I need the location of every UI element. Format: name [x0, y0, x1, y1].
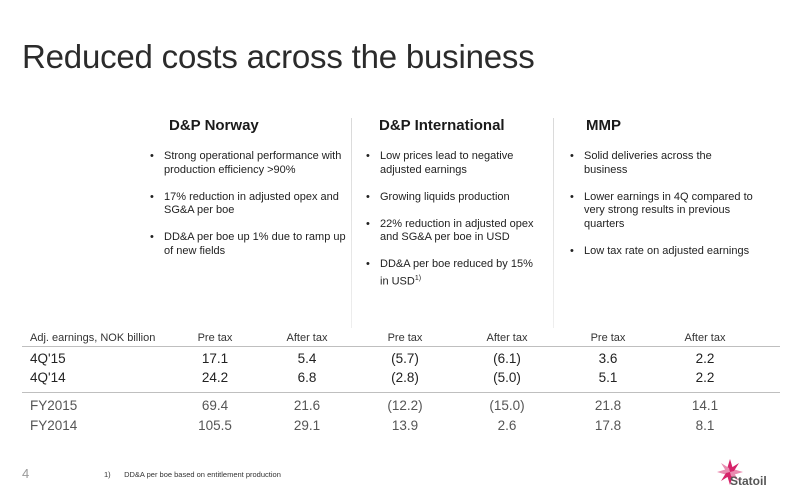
- table-cell: 21.6: [293, 398, 321, 413]
- slide-title: Reduced costs across the business: [22, 38, 535, 75]
- logo-wordmark: Statoil: [730, 474, 767, 488]
- footnote-marker: 1): [104, 470, 111, 479]
- column-divider: [351, 118, 352, 328]
- bullet-item: DD&A per boe reduced by 15% in USD1): [362, 258, 542, 289]
- bullet-item: Strong operational performance with prod…: [146, 150, 346, 177]
- column-header: Pre tax: [590, 332, 626, 344]
- table-cell: 17.1: [201, 351, 229, 366]
- bullet-list: Strong operational performance with prod…: [146, 150, 346, 272]
- page-number: 4: [22, 466, 30, 481]
- column-header: Pre tax: [197, 332, 233, 344]
- column-divider: [553, 118, 554, 328]
- table-cell: 17.8: [594, 418, 622, 433]
- table-cell: 105.5: [198, 418, 232, 433]
- table-cell: 5.4: [297, 351, 317, 366]
- table-cell: (5.7): [391, 351, 419, 366]
- table-header-label: Adj. earnings, NOK billion: [30, 332, 156, 344]
- table-cell: (6.1): [493, 351, 521, 366]
- table-cell: (12.2): [387, 398, 423, 413]
- row-label: 4Q'14: [30, 370, 66, 385]
- bullet-item: 22% reduction in adjusted opex and SG&A …: [362, 218, 542, 245]
- column-header: After tax: [684, 332, 726, 344]
- table-cell: 69.4: [201, 398, 229, 413]
- table-cell: 2.6: [497, 418, 517, 433]
- row-label: 4Q'15: [30, 351, 66, 366]
- column-heading: D&P Norway: [169, 117, 259, 134]
- footnote-ref: 1): [414, 274, 422, 282]
- table-rule: [22, 392, 780, 393]
- table-cell: 3.6: [598, 351, 618, 366]
- bullet-list: Solid deliveries across the business Low…: [566, 150, 756, 272]
- table-cell: 2.2: [695, 351, 715, 366]
- column-heading: D&P International: [379, 117, 505, 134]
- bullet-list: Low prices lead to negative adjusted ear…: [362, 150, 542, 289]
- bullet-item: Growing liquids production: [362, 191, 542, 205]
- table-rule: [22, 346, 780, 347]
- bullet-item: Low tax rate on adjusted earnings: [566, 245, 756, 259]
- bullet-item: DD&A per boe up 1% due to ramp up of new…: [146, 231, 346, 258]
- table-cell: 8.1: [695, 418, 715, 433]
- bullet-item: Low prices lead to negative adjusted ear…: [362, 150, 542, 177]
- table-cell: (2.8): [391, 370, 419, 385]
- row-label: FY2015: [30, 398, 78, 413]
- column-header: After tax: [286, 332, 328, 344]
- column-header: After tax: [486, 332, 528, 344]
- column-header: Pre tax: [387, 332, 423, 344]
- table-cell: 29.1: [293, 418, 321, 433]
- footnote: 1) DD&A per boe based on entitlement pro…: [104, 470, 281, 479]
- footnote-text: DD&A per boe based on entitlement produc…: [124, 470, 281, 479]
- table-cell: 5.1: [598, 370, 618, 385]
- bullet-item: Solid deliveries across the business: [566, 150, 756, 177]
- table-cell: 6.8: [297, 370, 317, 385]
- table-cell: 14.1: [691, 398, 719, 413]
- table-cell: (5.0): [493, 370, 521, 385]
- row-label: FY2014: [30, 418, 78, 433]
- bullet-item: 17% reduction in adjusted opex and SG&A …: [146, 191, 346, 218]
- bullet-item: Lower earnings in 4Q compared to very st…: [566, 191, 756, 232]
- table-cell: 24.2: [201, 370, 229, 385]
- table-cell: (15.0): [489, 398, 525, 413]
- table-cell: 2.2: [695, 370, 715, 385]
- statoil-star-icon: [717, 459, 743, 485]
- table-cell: 21.8: [594, 398, 622, 413]
- table-cell: 13.9: [391, 418, 419, 433]
- bullet-text: DD&A per boe reduced by 15% in USD: [380, 258, 533, 288]
- column-heading: MMP: [586, 117, 621, 134]
